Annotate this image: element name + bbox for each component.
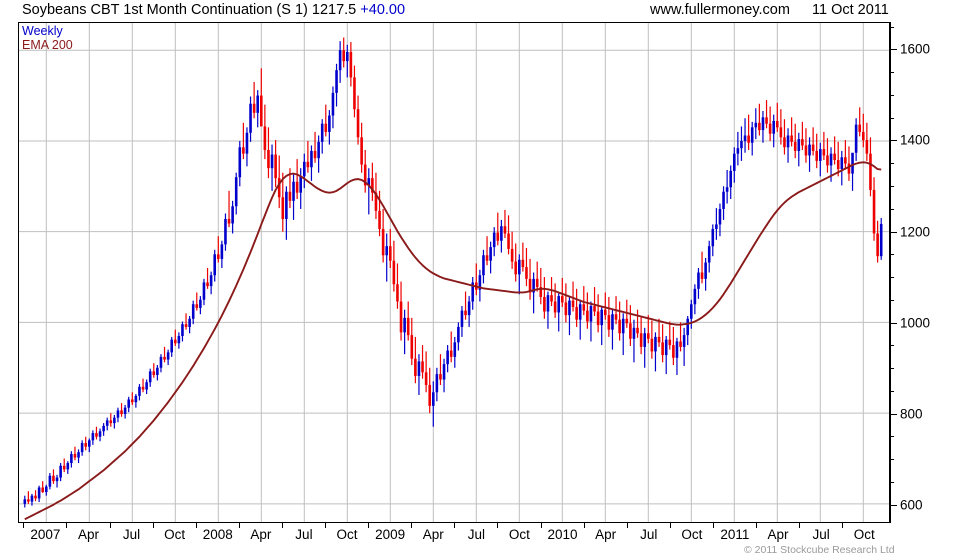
x-axis-label: Apr xyxy=(767,527,789,542)
y-axis-label: 600 xyxy=(900,497,923,513)
y-axis-tick-minor xyxy=(890,299,894,301)
x-axis-label: Jul xyxy=(467,527,485,542)
x-axis-label: Jul xyxy=(295,527,313,542)
x-axis-tick xyxy=(368,523,370,528)
x-axis-tick xyxy=(152,523,154,528)
x-axis-tick xyxy=(540,523,542,528)
x-axis-tick xyxy=(109,523,111,528)
x-axis-tick xyxy=(497,523,499,528)
chart-data-layer xyxy=(23,37,883,521)
copyright-notice: © 2011 Stockcube Research Ltd xyxy=(744,544,895,556)
y-axis-tick-minor xyxy=(890,185,894,187)
x-axis-tick xyxy=(325,523,327,528)
y-axis-label: 1200 xyxy=(900,224,931,239)
y-axis-tick-minor xyxy=(890,94,894,96)
x-axis-tick xyxy=(799,523,801,528)
legend-item-weekly: Weekly xyxy=(22,24,63,38)
x-axis-tick xyxy=(411,523,413,528)
y-axis-tick-minor xyxy=(890,459,894,461)
x-axis-label: Jul xyxy=(812,527,830,542)
y-axis-label: 1000 xyxy=(900,315,931,331)
y-axis-label: 800 xyxy=(900,406,923,422)
y-axis-tick-major xyxy=(890,231,897,233)
y-axis-tick-minor xyxy=(890,117,894,119)
instrument-title: Soybeans CBT 1st Month Continuation (S 1… xyxy=(22,2,357,18)
x-axis-label: 2011 xyxy=(720,527,750,542)
y-axis-tick-minor xyxy=(890,208,894,210)
x-axis-label: 2010 xyxy=(547,527,578,542)
x-axis-label: Jul xyxy=(640,527,658,542)
y-axis-tick-major xyxy=(890,140,897,142)
x-axis-tick xyxy=(281,523,283,528)
x-axis-tick xyxy=(842,523,844,528)
x-axis-tick xyxy=(195,523,197,528)
x-axis-tick xyxy=(669,523,671,528)
y-axis-tick-minor xyxy=(890,254,894,256)
x-axis-label: Apr xyxy=(250,527,272,542)
price-change: +40.00 xyxy=(360,2,406,18)
x-axis-label: 2008 xyxy=(202,527,233,542)
x-axis-tick xyxy=(583,523,585,528)
x-axis-tick xyxy=(626,523,628,528)
y-axis-tick-minor xyxy=(890,436,894,438)
x-axis-label: Oct xyxy=(164,527,186,542)
y-axis-tick-major xyxy=(890,504,897,506)
y-axis-tick-minor xyxy=(890,277,894,279)
y-axis: 600 800 1000 1200 1400 1600 xyxy=(890,22,980,523)
y-axis-tick-major xyxy=(890,322,897,324)
x-axis-label: Jul xyxy=(122,527,141,542)
x-axis-label: Oct xyxy=(336,527,358,542)
x-axis-label: Apr xyxy=(77,527,99,542)
x-axis-label: Oct xyxy=(508,527,530,542)
y-axis-tick-minor xyxy=(890,368,894,370)
x-axis-label: 2009 xyxy=(375,527,406,542)
x-axis-tick xyxy=(23,523,25,528)
chart-plot-area: Weekly EMA 200 xyxy=(18,22,890,523)
y-axis-tick-minor xyxy=(890,72,894,74)
y-axis-tick-minor xyxy=(890,163,894,165)
y-axis-tick-minor xyxy=(890,390,894,392)
x-axis-label: Oct xyxy=(853,527,875,542)
page-title: Soybeans CBT 1st Month Continuation (S 1… xyxy=(22,2,405,18)
chart-header: Soybeans CBT 1st Month Continuation (S 1… xyxy=(0,0,980,22)
x-axis: 2007 Apr Jul Oct 2008 Apr Jul Oct 2009 Apr Jul Oct 2… xyxy=(18,523,890,547)
y-axis-tick-minor xyxy=(890,482,894,483)
as-of-date: 11 Oct 2011 xyxy=(812,2,889,18)
y-axis-label: 1600 xyxy=(900,41,931,57)
y-axis-tick-major xyxy=(890,413,897,415)
chart-legend: Weekly EMA 200 xyxy=(22,24,73,52)
x-axis-tick xyxy=(454,523,456,528)
website-label: www.fullermoney.com xyxy=(650,2,790,18)
x-axis-label: 2007 xyxy=(30,527,61,542)
x-axis-label: Apr xyxy=(595,527,617,542)
y-axis-label: 1400 xyxy=(900,132,931,148)
y-axis-tick-major xyxy=(890,49,897,51)
y-axis-line xyxy=(890,22,891,523)
x-axis-tick xyxy=(712,523,714,528)
y-axis-tick-minor xyxy=(890,26,894,28)
x-axis-tick xyxy=(66,523,68,528)
y-axis-tick-minor xyxy=(890,345,894,347)
x-axis-tick xyxy=(238,523,240,528)
x-axis-label: Apr xyxy=(422,527,444,542)
x-axis-label: Oct xyxy=(681,527,703,542)
legend-item-ema200: EMA 200 xyxy=(22,38,73,52)
x-axis-tick xyxy=(756,523,758,528)
